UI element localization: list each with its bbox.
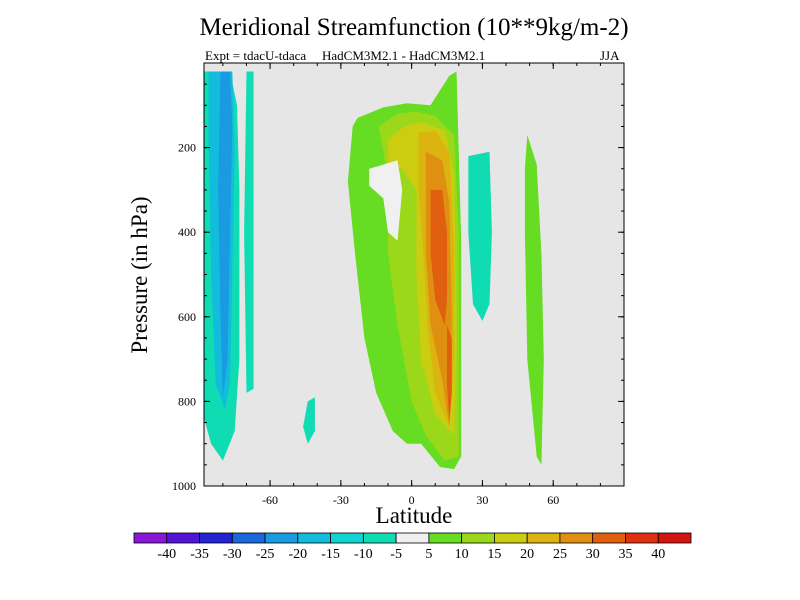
- contour-region-2: [218, 71, 233, 398]
- colorbar-label: 20: [520, 547, 534, 562]
- colorbar-label: 40: [651, 547, 665, 562]
- colorbar-swatch: [330, 532, 364, 544]
- contour-region-4: [303, 397, 315, 444]
- colorbar-swatch: [166, 532, 200, 544]
- colorbar-label: -10: [354, 547, 373, 562]
- colorbar-label: 35: [618, 547, 632, 562]
- colorbar-swatch: [133, 532, 168, 544]
- x-tick-label: 0: [409, 493, 415, 507]
- model-label: HadCM3M2.1 - HadCM3M2.1: [322, 48, 486, 63]
- contour-region-5: [468, 151, 492, 321]
- colorbar-label: -5: [390, 547, 402, 562]
- y-tick-label: 400: [178, 225, 196, 239]
- experiment-label: Expt = tdacU-tdaca: [205, 48, 307, 63]
- colorbar-label: -25: [256, 547, 275, 562]
- y-tick-label: 600: [178, 310, 196, 324]
- contour-region-3: [244, 71, 254, 393]
- colorbar-swatch: [494, 532, 528, 544]
- x-axis-label: Latitude: [375, 503, 453, 528]
- colorbar-swatch: [461, 532, 495, 544]
- season-label: JJA: [600, 48, 620, 63]
- colorbar-label: -20: [288, 547, 307, 562]
- x-tick-label: 60: [547, 493, 559, 507]
- colorbar-swatch: [297, 532, 331, 544]
- x-tick-label: -60: [262, 493, 278, 507]
- colorbar-label: -40: [157, 547, 176, 562]
- colorbar-label: 30: [586, 547, 600, 562]
- colorbar-swatch: [559, 532, 594, 544]
- colorbar-label: 15: [487, 547, 501, 562]
- colorbar-label: -30: [223, 547, 242, 562]
- chart-title: Meridional Streamfunction (10**9kg/m-2): [199, 14, 629, 41]
- contour-region-12: [430, 189, 447, 326]
- colorbar-label: 10: [455, 547, 469, 562]
- colorbar-swatch: [199, 532, 233, 544]
- colorbar-swatch: [526, 532, 561, 544]
- x-tick-label: -30: [333, 493, 349, 507]
- colorbar-swatch: [395, 532, 430, 544]
- contour-region-7: [524, 134, 544, 465]
- y-tick-label: 1000: [172, 479, 196, 493]
- colorbar-swatch: [625, 532, 659, 544]
- colorbar-label: 25: [553, 547, 567, 562]
- y-axis-label: Pressure (in hPa): [127, 196, 152, 354]
- colorbar-label: -35: [190, 547, 209, 562]
- contour-region-13: [447, 325, 452, 423]
- colorbar-swatch: [231, 532, 266, 544]
- colorbar-swatch: [362, 532, 397, 544]
- colorbar-swatch: [428, 532, 463, 544]
- y-tick-label: 800: [178, 394, 196, 408]
- contour-region-14: [369, 160, 403, 241]
- contour-layer: [204, 71, 544, 470]
- colorbar-swatch: [657, 532, 692, 544]
- colorbar-label: -15: [321, 547, 340, 562]
- colorbar-swatch: [592, 532, 626, 544]
- colorbar-swatch: [264, 532, 299, 544]
- y-tick-label: 200: [178, 141, 196, 155]
- x-tick-label: 30: [476, 493, 488, 507]
- colorbar-label: 5: [425, 547, 432, 562]
